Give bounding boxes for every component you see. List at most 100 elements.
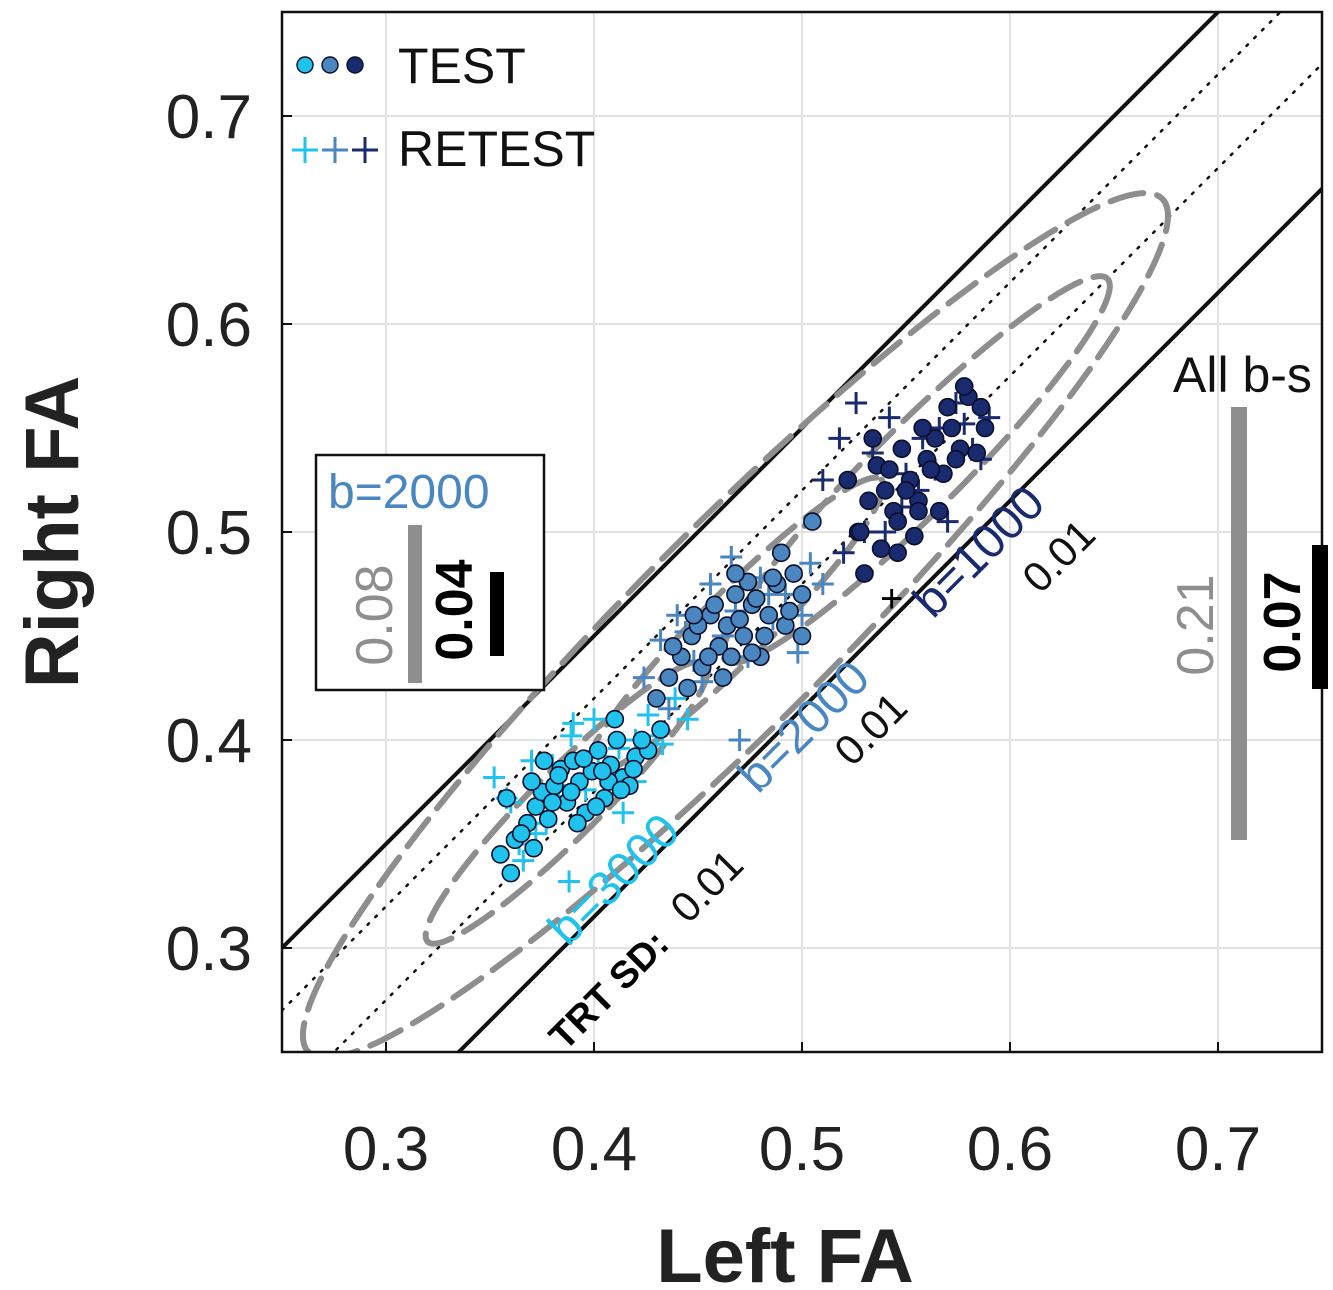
test-point [792, 585, 812, 604]
test-point [647, 689, 666, 708]
plot-frame [280, 10, 1324, 1054]
y-tick-label: 0.5 [166, 499, 252, 568]
retest-point [845, 392, 868, 415]
test-point [699, 647, 718, 667]
y-tick-labels: 0.3 0.4 0.5 0.6 0.7 [166, 83, 252, 984]
test-point [784, 564, 803, 583]
test-point [586, 797, 606, 816]
retest-point [512, 849, 535, 872]
test-point [859, 491, 878, 511]
test-point [561, 782, 581, 802]
inset-black-value: 0.04 [426, 559, 484, 660]
all-black-bar [1312, 545, 1328, 689]
retest-point [483, 766, 506, 789]
test-point [755, 626, 774, 646]
retest-point [728, 729, 751, 751]
test-point [954, 377, 974, 396]
test-point [721, 647, 741, 667]
legend-retest-marker [292, 137, 318, 163]
test-point [511, 824, 531, 843]
test-point [880, 460, 899, 479]
retest-point [676, 708, 699, 731]
test-point [588, 741, 608, 760]
y-axis-label: Right FA [10, 376, 95, 688]
inset-gray-bar [408, 525, 422, 683]
test-point [568, 813, 587, 833]
inset-label: b=2000 [328, 466, 490, 519]
test-point [863, 429, 883, 448]
legend-test-label: TEST [398, 38, 526, 94]
retest-point [878, 406, 901, 429]
inset-box: b=2000 0.08 0.04 [314, 453, 546, 692]
test-point [593, 761, 612, 781]
test-point [850, 522, 870, 542]
all-black-value: 0.07 [1254, 571, 1312, 672]
retest-point [811, 573, 834, 595]
test-point [946, 449, 966, 469]
test-point [746, 589, 766, 608]
test-point [938, 397, 957, 417]
test-point [913, 418, 932, 438]
test-point [909, 501, 928, 521]
test-point [925, 429, 945, 448]
y-tick-label: 0.7 [166, 83, 252, 152]
all-gray-bar [1231, 407, 1247, 840]
retest-point [637, 704, 660, 727]
retest-point [874, 521, 897, 543]
test-point [611, 780, 631, 800]
test-point [632, 730, 652, 750]
grid-lines [282, 12, 1322, 1052]
solid-reference-line [455, 186, 1322, 1052]
test-point [713, 668, 733, 687]
test-point [803, 512, 822, 531]
sd-ellipse [299, 190, 1171, 1052]
test-point [929, 501, 949, 521]
retest-point [666, 604, 689, 627]
test-point [921, 460, 941, 479]
test-point [605, 709, 625, 729]
retest-point [828, 427, 851, 450]
test-point [759, 605, 779, 625]
legend-test-marker [346, 56, 364, 74]
all-bs-group: All b-s 0.21 0.07 [1167, 347, 1328, 840]
legend-retest-label: RETEST [398, 121, 595, 177]
test-point [888, 512, 907, 531]
test-point [524, 838, 543, 858]
legend: TEST RETEST [292, 38, 595, 177]
test-point [771, 543, 791, 563]
test-point [726, 585, 745, 604]
test-point [538, 809, 558, 829]
dotted-reference-line [332, 62, 1322, 1052]
test-point [892, 439, 912, 459]
legend-retest-marker [322, 137, 348, 163]
test-point [896, 481, 916, 500]
test-point [607, 730, 627, 750]
test-point [975, 418, 995, 438]
test-point [871, 539, 891, 558]
retest-point [720, 545, 743, 568]
test-point [742, 643, 762, 662]
test-point [678, 678, 697, 698]
y-tick-label: 0.6 [166, 291, 252, 360]
test-point [663, 637, 683, 656]
y-tick-label: 0.3 [166, 915, 252, 984]
y-tick-label: 0.4 [166, 707, 252, 776]
retest-point [799, 552, 822, 575]
test-point [875, 481, 895, 500]
retest-point [583, 708, 605, 731]
test-point [574, 749, 593, 769]
test-point [705, 595, 724, 615]
legend-test-marker [321, 56, 339, 74]
retest-point [632, 666, 655, 689]
retest-point [832, 541, 855, 564]
legend-retest-markers [292, 137, 378, 163]
test-point [905, 526, 924, 546]
retest-point [657, 697, 680, 720]
legend-test-markers [296, 56, 364, 74]
retest-point [699, 573, 722, 595]
legend-test-marker [296, 56, 314, 74]
test-point [971, 397, 991, 417]
test-point [543, 793, 562, 812]
retest-point [612, 801, 635, 824]
